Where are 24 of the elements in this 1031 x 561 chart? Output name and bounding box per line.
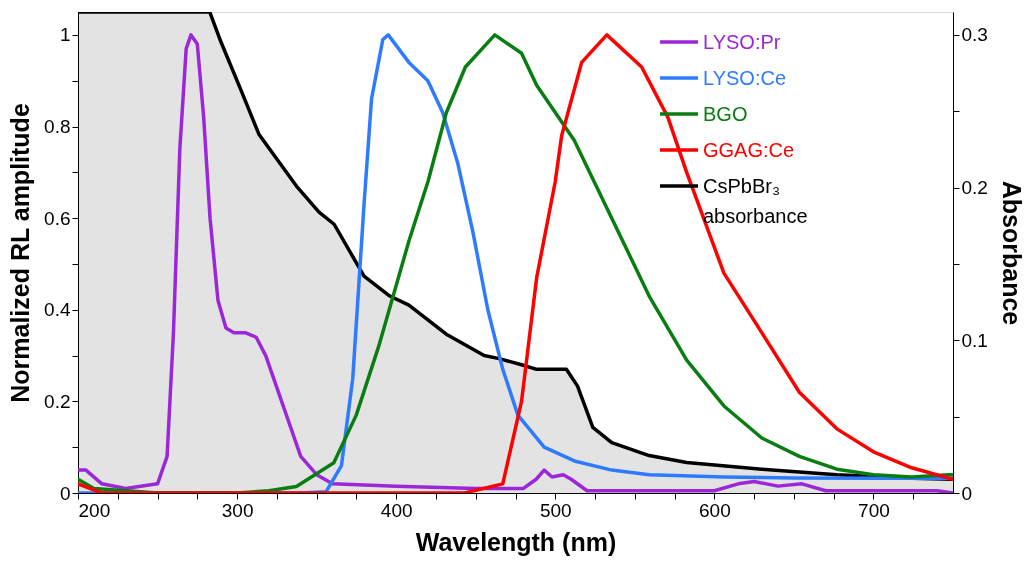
- legend-label: BGO: [703, 103, 748, 125]
- x-tick-label: 200: [78, 499, 111, 521]
- x-tick-label: 400: [380, 499, 413, 521]
- y-tick-label: 0.6: [44, 207, 71, 229]
- y2-axis-title: Absorbance: [997, 180, 1026, 326]
- y-tick-label: 0: [59, 482, 71, 504]
- legend-label: GGAG:Ce: [703, 139, 795, 161]
- y2-tick-label: 0.2: [961, 177, 988, 199]
- legend-label: LYSO:Pr: [703, 31, 781, 53]
- legend-label: LYSO:Ce: [703, 67, 786, 89]
- x-tick-label: 600: [699, 499, 731, 521]
- x-axis-title: Wavelength (nm): [415, 527, 617, 556]
- x-tick-label: 300: [221, 499, 254, 521]
- y-tick-label: 0.2: [44, 390, 71, 412]
- y2-tick-label: 0.1: [961, 329, 988, 351]
- y-tick-label: 0.4: [44, 299, 71, 321]
- x-tick-label: 700: [858, 499, 890, 521]
- x-tick-label: 500: [539, 499, 572, 521]
- y2-tick-label: 0: [961, 482, 973, 504]
- y-axis-title: Normalized RL amplitude: [6, 103, 35, 403]
- y-tick-label: 1: [59, 24, 71, 46]
- y2-tick-label: 0.3: [961, 24, 988, 46]
- legend-label: CsPbBr₃ absorbance: [703, 175, 808, 227]
- y-tick-label: 0.8: [44, 116, 71, 138]
